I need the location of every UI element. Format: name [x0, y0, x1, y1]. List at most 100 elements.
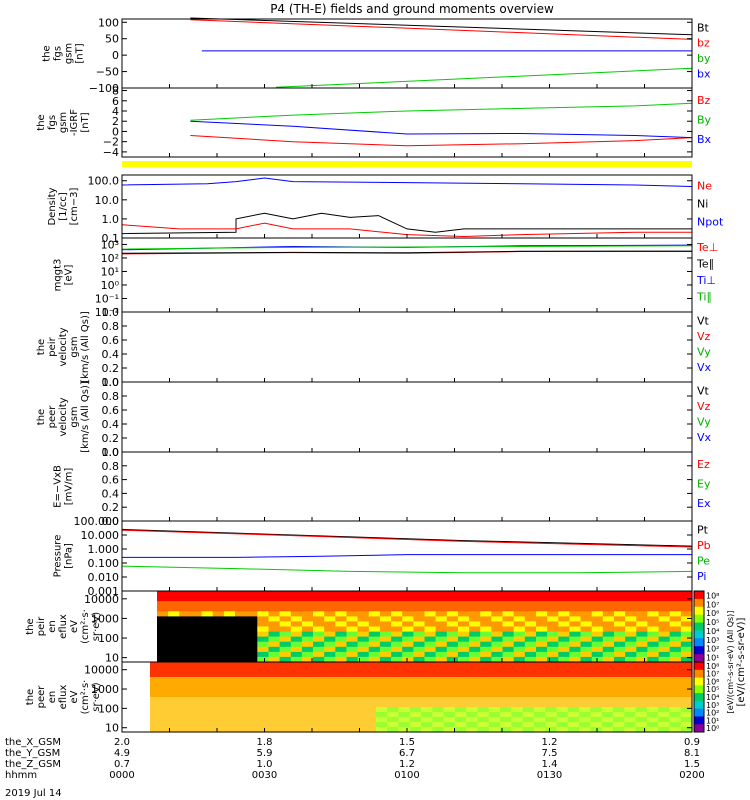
spectrogram-cell — [636, 656, 648, 663]
spectrogram-cell — [658, 697, 670, 703]
spectrogram-cell — [601, 717, 614, 723]
spectrogram-cell — [375, 662, 388, 668]
spectrogram-cell — [624, 682, 637, 688]
spectrogram-cell — [375, 682, 388, 688]
spectrogram-cell — [157, 606, 169, 612]
spectrogram-cell — [457, 621, 470, 628]
spectrogram-cell — [190, 626, 203, 633]
colorbar-tick-label: 10⁷ — [706, 670, 719, 679]
spectrogram-cell — [161, 682, 174, 688]
spectrogram-cell — [558, 646, 570, 653]
spectrogram-cell — [567, 717, 580, 723]
legend-entry: bz — [697, 37, 710, 50]
spectrogram-cell — [335, 621, 347, 628]
series-line-by — [275, 67, 693, 88]
spectrogram-cell — [602, 606, 615, 612]
spectrogram-cell — [168, 626, 180, 633]
spectrogram-cell — [172, 707, 185, 713]
spectrogram-cell — [446, 596, 459, 602]
spectrogram-cell — [469, 636, 481, 643]
spectrogram-cell — [454, 702, 467, 708]
spectrogram-cell — [669, 621, 682, 628]
spectrogram-cell — [480, 631, 492, 638]
spectrogram-cell — [368, 591, 381, 597]
spectrogram-cell — [580, 646, 593, 653]
spectrogram-cell — [379, 616, 392, 623]
spectrogram-cell — [168, 591, 180, 597]
spectrogram-cell — [602, 646, 615, 653]
y-tick-label: 1.0 — [102, 306, 120, 319]
spectrogram-cell — [201, 646, 214, 653]
spectrogram-cell — [624, 702, 637, 708]
spectrogram-cell — [409, 697, 422, 703]
spectrogram-cell — [183, 727, 196, 733]
spectrogram-cell — [409, 682, 422, 688]
spectrogram-cell — [502, 591, 515, 597]
spectrogram-cell — [556, 702, 569, 708]
spectrogram-cell — [613, 692, 625, 698]
spectrogram-cell — [262, 712, 275, 718]
spectrogram-cell — [308, 692, 320, 698]
spectrogram-cell — [421, 707, 433, 713]
spectrogram-cell — [614, 636, 626, 643]
spectrogram-cell — [533, 692, 546, 698]
spectrogram-cell — [172, 692, 185, 698]
spectrogram-cell — [279, 596, 292, 602]
spectrogram-cell — [669, 672, 682, 678]
spectrogram-cell — [558, 601, 570, 607]
spectrogram-cell — [488, 687, 501, 693]
spectrogram-cell — [324, 601, 336, 607]
spectrogram-cell — [547, 611, 559, 617]
spectrogram-cell — [613, 722, 625, 728]
spectrogram-cell — [217, 712, 230, 718]
spectrogram-cell — [168, 596, 180, 602]
spectrogram-cell — [446, 601, 459, 607]
colorbar-segment — [694, 662, 704, 671]
y-axis-label-line: peir — [47, 336, 58, 356]
spectrogram-cell — [206, 682, 219, 688]
spectrogram-cell — [179, 636, 191, 643]
spectrogram-cell — [421, 692, 433, 698]
spectrogram-cell — [454, 662, 467, 668]
spectrogram-cell — [491, 626, 504, 633]
spectrogram-cell — [206, 712, 219, 718]
spectrogram-cell — [235, 636, 247, 643]
spectrogram-cell — [502, 631, 515, 638]
y-axis-label-line: [nT] — [80, 112, 91, 132]
spectrogram-cell — [680, 692, 693, 698]
spectrogram-cell — [669, 631, 682, 638]
legend-entry: by — [697, 52, 711, 65]
spectrogram-cell — [262, 667, 275, 673]
spectrogram-cell — [217, 687, 230, 693]
spectrogram-cell — [301, 636, 314, 643]
spectrogram-cell — [466, 667, 479, 673]
spectrogram-cell — [524, 646, 537, 653]
colorbar-tick-label: 10⁶ — [706, 609, 719, 618]
spectrogram-cell — [513, 616, 526, 623]
spectrogram-cell — [488, 692, 501, 698]
spectrogram-cell — [513, 626, 526, 633]
spectrogram-cell — [319, 667, 332, 673]
y-tick-label: 0.6 — [102, 404, 120, 417]
spectrogram-cell — [625, 636, 637, 643]
spectrogram-cell — [235, 596, 247, 602]
spectrogram-cell — [330, 667, 343, 673]
spectrogram-cell — [446, 606, 459, 612]
spectrogram-cell — [533, 717, 546, 723]
spectrogram-cell — [432, 697, 445, 703]
spectrogram-cell — [296, 682, 309, 688]
spectrogram-cell — [342, 712, 354, 718]
spectrogram-cell — [413, 616, 426, 623]
colorbar-frame — [693, 661, 705, 733]
spectrogram-cell — [524, 606, 537, 612]
spectrogram-cell — [190, 656, 203, 663]
spectrogram-cell — [223, 606, 236, 612]
x-axis-value: 0200 — [679, 770, 704, 781]
spectrogram-cell — [223, 596, 236, 602]
spectrogram-cell — [480, 616, 492, 623]
spectrogram-cell — [301, 606, 314, 612]
spectrogram-cell — [646, 677, 659, 683]
spectrogram-cell — [591, 626, 604, 633]
spectrogram-cell — [217, 667, 230, 673]
spectrogram-cell — [477, 702, 490, 708]
